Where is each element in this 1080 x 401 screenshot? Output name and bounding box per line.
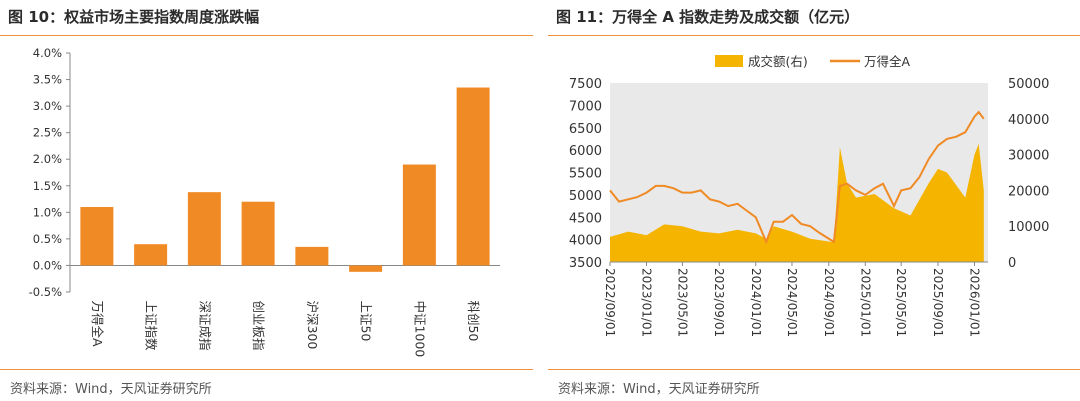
y-tick-label: 2.5%	[33, 126, 62, 140]
x-tick-label: 2025/01/01	[858, 268, 872, 337]
left-source-note: 资料来源：Wind，天风证券研究所	[10, 382, 212, 397]
left-bottom-rule	[0, 369, 533, 370]
x-tick-label: 2025/05/01	[894, 268, 908, 337]
legend-swatch-turnover	[715, 55, 743, 67]
right-source-note: 资料来源：Wind，天风证券研究所	[558, 382, 760, 397]
turnover-area	[610, 143, 984, 262]
x-tick-label: 2023/01/01	[640, 268, 654, 337]
y-left-tick-label: 7500	[569, 77, 602, 92]
legend-label-index: 万得全A	[864, 54, 911, 69]
y-right-tick-label: 10000	[1008, 220, 1049, 235]
legend: 成交额(右) 万得全A	[715, 54, 911, 69]
y-tick-label: 4.0%	[33, 46, 62, 60]
y-left-tick-label: 4000	[569, 234, 602, 249]
y-tick-label: 0.0%	[33, 258, 62, 272]
weekly-change-bar-chart: -0.5% 0.0% 0.5% 1.0% 1.5% 2.0% 2.5% 3.0% 3.5% 4.0…	[29, 46, 500, 357]
y-tick-label: 0.5%	[33, 232, 62, 246]
bar	[80, 207, 114, 266]
y-left-tick-label: 4500	[569, 211, 602, 226]
y-tick-label: 1.0%	[33, 205, 62, 219]
x-tick-label: 2024/01/01	[749, 268, 763, 337]
right-figure-title: 图 11：万得全 A 指数走势及成交额（亿元）	[556, 8, 860, 26]
y-right-tick-label: 30000	[1008, 149, 1049, 164]
right-figure: 图 11：万得全 A 指数走势及成交额（亿元） 成交额(右) 万得全A 3500 40…	[548, 0, 1080, 401]
bar	[187, 192, 221, 266]
y-tick-label: 3.0%	[33, 99, 62, 113]
x-tick-label: 2022/09/01	[603, 268, 617, 337]
x-tick-label: 2026/01/01	[968, 268, 982, 337]
bar	[134, 244, 168, 266]
y-right-tick-label: 40000	[1008, 113, 1049, 128]
x-tick-label: 2024/05/01	[785, 268, 799, 337]
left-figure: 图 10：权益市场主要指数周度涨跌幅 -0.5% 0.0% 0.5% 1.0% 1.5%…	[0, 0, 533, 401]
y-tick-label: 3.5%	[33, 73, 62, 87]
right-top-rule	[548, 35, 1080, 36]
y-left-tick-label: 6000	[569, 144, 602, 159]
y-left-tick-label: 5000	[569, 189, 602, 204]
y-right-tick-label: 0	[1008, 256, 1016, 271]
y-left-tick-label: 5500	[569, 167, 602, 182]
bar	[402, 164, 436, 266]
right-bottom-rule	[548, 369, 1080, 370]
index-turnover-chart: 成交额(右) 万得全A 3500 4000 4500 5000 5500 6000 6500 70…	[569, 54, 1049, 337]
x-tick-label: 2025/09/01	[931, 268, 945, 337]
bar	[456, 87, 490, 266]
bar	[241, 201, 275, 266]
index-line	[609, 110, 985, 245]
x-category-label: 深证成指	[197, 300, 212, 350]
y-left-tick-label: 6500	[569, 122, 602, 137]
x-tick-label: 2023/09/01	[712, 268, 726, 337]
x-category-label: 沪深300	[305, 300, 320, 349]
bar	[349, 265, 383, 272]
legend-label-turnover: 成交额(右)	[748, 54, 808, 69]
left-top-rule	[0, 35, 533, 36]
x-category-label: 万得全A	[90, 300, 105, 347]
x-category-label: 创业板指	[251, 300, 266, 350]
x-category-label: 上证指数	[144, 300, 159, 351]
y-left-tick-label: 3500	[569, 256, 602, 271]
y-tick-label: 2.0%	[33, 152, 62, 166]
y-right-tick-label: 20000	[1008, 184, 1049, 199]
y-tick-label: -0.5%	[29, 285, 62, 299]
y-right-tick-label: 50000	[1008, 77, 1049, 92]
x-category-label: 科创50	[466, 300, 481, 341]
y-tick-label: 1.5%	[33, 179, 62, 193]
left-figure-title: 图 10：权益市场主要指数周度涨跌幅	[8, 8, 260, 26]
bar	[295, 246, 329, 266]
x-tick-label: 2023/05/01	[675, 268, 689, 337]
x-category-label: 中证1000	[412, 300, 427, 357]
x-tick-label: 2024/09/01	[822, 268, 836, 337]
y-left-tick-label: 7000	[569, 99, 602, 114]
x-category-label: 上证50	[359, 300, 374, 341]
